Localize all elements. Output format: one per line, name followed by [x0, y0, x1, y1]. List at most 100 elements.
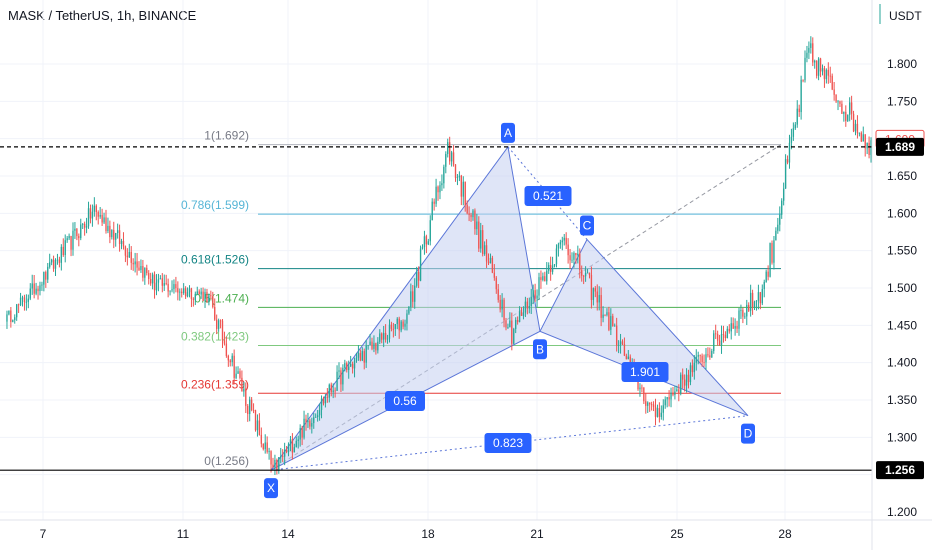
- candle-body: [691, 365, 694, 373]
- candle-body: [219, 320, 222, 322]
- candle-body: [619, 341, 622, 345]
- candle-body: [796, 108, 798, 125]
- candle-body: [524, 301, 527, 313]
- candle-body: [309, 420, 311, 427]
- x-tick-label: 25: [670, 527, 684, 541]
- candle-body: [505, 320, 507, 328]
- candle-body: [431, 201, 433, 221]
- candle-body: [169, 290, 171, 292]
- candle-body: [324, 396, 327, 404]
- candle-body: [272, 464, 274, 468]
- candle-body: [815, 60, 818, 76]
- fib-level-label: 1(1.692): [204, 129, 249, 143]
- x-tick-label: 28: [778, 527, 792, 541]
- candle-body: [450, 152, 453, 162]
- pattern-point-box: [501, 122, 515, 143]
- candle-body: [860, 132, 863, 142]
- candle-body: [483, 245, 486, 255]
- candle-body: [695, 356, 697, 363]
- candle-body: [648, 402, 651, 405]
- candle-body: [579, 253, 581, 271]
- candle-body: [777, 224, 779, 231]
- candle-body: [200, 291, 202, 295]
- candle-body: [790, 136, 793, 143]
- candle-body: [470, 214, 472, 218]
- candle-body: [683, 379, 686, 386]
- candle-body: [47, 266, 49, 280]
- candle-body: [852, 113, 855, 132]
- candle-body: [769, 243, 771, 277]
- chart-title: MASK / TetherUS, 1h, BINANCE: [8, 8, 197, 23]
- currency-label: USDT: [889, 9, 922, 23]
- candle-body: [866, 142, 868, 149]
- candle-body: [398, 318, 400, 331]
- candle-body: [208, 295, 210, 303]
- candle-body: [33, 283, 35, 294]
- candle-body: [666, 397, 668, 400]
- candle-body: [212, 296, 214, 308]
- candle-body: [243, 388, 245, 392]
- candle-body: [763, 281, 765, 289]
- candle-body: [462, 181, 464, 197]
- candle-body: [802, 79, 804, 81]
- x-tick-label: 14: [281, 527, 295, 541]
- candle-body: [149, 278, 152, 284]
- candle-body: [445, 154, 447, 167]
- candle-body: [482, 230, 484, 255]
- candle-body: [728, 328, 730, 332]
- candle-body: [641, 387, 643, 389]
- candle-body: [396, 318, 398, 325]
- candle-body: [590, 274, 593, 300]
- candle-body: [608, 312, 610, 330]
- candle-body: [37, 288, 39, 292]
- candle-body: [181, 291, 183, 294]
- candle-body: [740, 310, 742, 311]
- candle-body: [732, 323, 734, 329]
- candle-body: [744, 316, 746, 318]
- candle-body: [82, 223, 84, 225]
- candle-body: [388, 324, 391, 339]
- candle-body: [349, 363, 352, 367]
- candle-body: [460, 175, 463, 197]
- candle-body: [658, 408, 661, 417]
- candle-body: [179, 291, 181, 293]
- candle-body: [720, 334, 723, 346]
- candle-body: [320, 398, 323, 410]
- candle-body: [592, 288, 595, 300]
- candle-body: [532, 290, 534, 297]
- candle-body: [549, 265, 552, 272]
- candle-body: [379, 333, 381, 342]
- candle-body: [126, 255, 129, 258]
- pattern-ratio-box: [524, 186, 572, 206]
- candle-body: [711, 350, 713, 358]
- candle-body: [384, 332, 387, 340]
- candle-body: [258, 420, 261, 435]
- candle-body: [87, 208, 90, 227]
- candle-body: [188, 288, 191, 293]
- candle-body: [748, 304, 750, 311]
- candle-body: [359, 353, 362, 361]
- candle-body: [132, 262, 134, 265]
- candle-body: [89, 208, 92, 219]
- candle-body: [542, 276, 544, 280]
- candle-body: [124, 246, 127, 256]
- candle-body: [214, 307, 216, 320]
- candle-body: [749, 292, 752, 311]
- candle-body: [394, 324, 396, 329]
- candle-body: [303, 418, 305, 438]
- fib-level-label: 0.5(1.474): [194, 291, 249, 305]
- candle-body: [62, 246, 64, 255]
- candle-body: [478, 221, 480, 249]
- candle-body: [256, 420, 259, 431]
- candle-body: [491, 257, 494, 273]
- candle-body: [751, 292, 754, 307]
- candle-body: [680, 374, 682, 394]
- candle-body: [792, 128, 795, 137]
- candle-body: [511, 320, 513, 344]
- candle-body: [722, 334, 725, 335]
- pattern-point-label: A: [504, 126, 512, 140]
- candle-body: [586, 272, 589, 274]
- pattern-ratio-label: 0.823: [493, 436, 523, 450]
- candle-body: [315, 417, 317, 418]
